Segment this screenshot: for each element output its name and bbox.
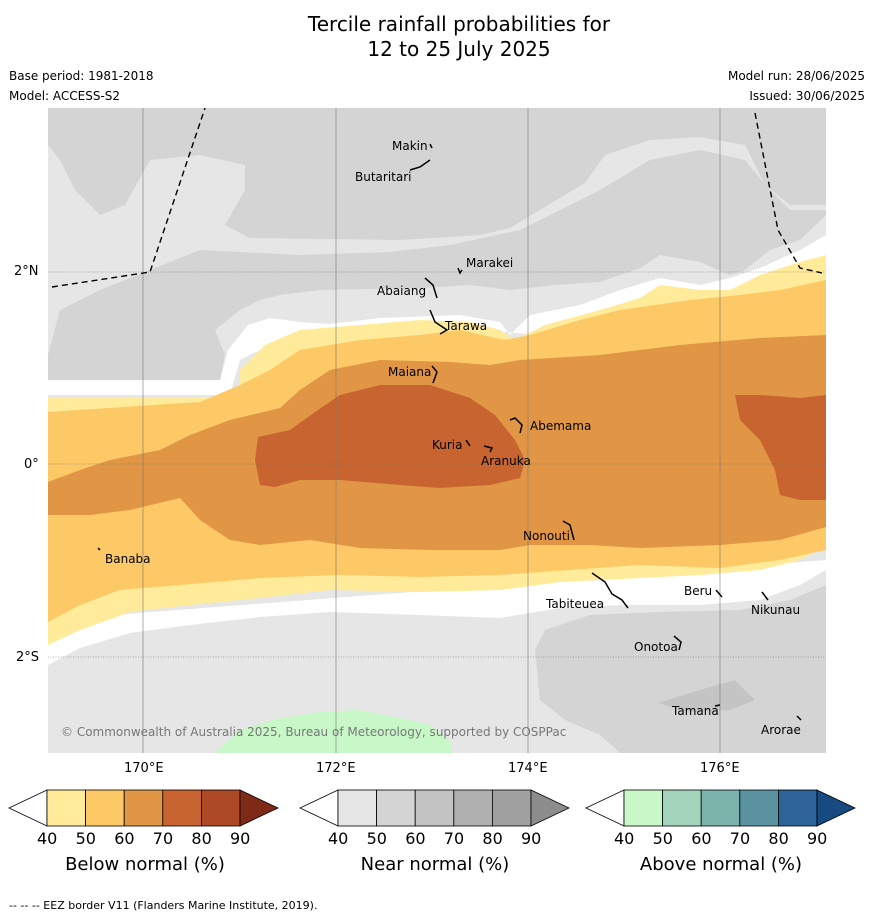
- above-normal-region: [215, 710, 452, 753]
- colorbar-swatch: [491, 789, 532, 827]
- near-normal-50-north: [48, 108, 826, 240]
- issued-date: Issued: 30/06/2025: [749, 89, 865, 103]
- colorbar-level: 90: [230, 829, 251, 848]
- title-line-2: 12 to 25 July 2025: [367, 37, 551, 61]
- lon-tick: 176°E: [700, 761, 740, 776]
- colorbar-level: 50: [652, 829, 673, 848]
- place-label: Beru: [684, 584, 713, 598]
- model-run: Model run: 28/06/2025: [727, 69, 865, 83]
- place-label: Kuria: [432, 438, 463, 452]
- colorbar-swatch: [739, 789, 779, 827]
- below-normal-70-east: [735, 395, 826, 500]
- gridlines: [142, 108, 721, 753]
- place-label: Nonouti: [523, 529, 570, 543]
- colorbar-swatch: [85, 789, 125, 827]
- colorbar-swatch: [337, 789, 377, 827]
- colorbar-below-normal: [8, 789, 279, 827]
- colorbar-level: 70: [729, 829, 751, 848]
- colorbar-swatch: [662, 789, 702, 827]
- lon-tick: 170°E: [124, 761, 164, 776]
- place-label: Marakei: [466, 256, 514, 270]
- lat-tick: 2°S: [16, 650, 40, 665]
- map-title: Tercile rainfall probabilities for 12 to…: [0, 12, 873, 62]
- place-label: Tabiteuea: [546, 597, 605, 611]
- colorbar-level: 70: [443, 829, 465, 848]
- colorbar-level: 80: [768, 829, 789, 848]
- colorbar-level: 50: [75, 829, 96, 848]
- near-normal-60-south: [658, 680, 755, 712]
- colorbar-level: 60: [691, 829, 712, 848]
- place-label: Aranuka: [481, 454, 531, 468]
- near-normal-50-band: [48, 150, 826, 380]
- colorbar-level: 60: [405, 829, 426, 848]
- colorbar-swatch: [700, 789, 741, 827]
- place-label: Tarawa: [445, 319, 488, 333]
- lat-tick: 0°: [24, 457, 39, 472]
- colorbar-near-normal: [299, 789, 570, 827]
- colorbar-swatch: [623, 789, 663, 827]
- model-name: Model: ACCESS-S2: [9, 89, 121, 103]
- base-period: Base period: 1981-2018: [9, 69, 154, 83]
- colorbar-extend-low: [585, 789, 625, 827]
- colorbar-swatch: [376, 789, 416, 827]
- colorbars: [8, 789, 856, 827]
- place-label: Maiana: [388, 365, 432, 379]
- place-label: Abaiang: [377, 284, 427, 298]
- place-label: Onotoa: [634, 640, 678, 654]
- colorbar-level: 40: [614, 829, 635, 848]
- colorbar-swatch: [453, 789, 493, 827]
- colorbar-level: 80: [482, 829, 503, 848]
- place-label: Abemama: [530, 419, 592, 433]
- place-label: Tamana: [672, 704, 719, 718]
- colorbar-title-below: Below normal (%): [65, 854, 225, 875]
- low-probability-gap-north: [48, 235, 826, 395]
- place-label: Nikunau: [751, 603, 801, 617]
- eez-footnote: -- -- -- EEZ border V11 (Flanders Marine…: [9, 899, 318, 912]
- meta-left: Base period: 1981-2018 Model: ACCESS-S2: [9, 66, 154, 106]
- colorbar-above-normal: [585, 789, 856, 827]
- colorbar-level: 50: [366, 829, 387, 848]
- colorbar-swatch: [46, 789, 86, 827]
- colorbar-extend-high: [530, 789, 570, 827]
- colorbar-swatch: [200, 789, 241, 827]
- lat-tick: 2°N: [14, 264, 39, 279]
- place-label: Butaritari: [355, 170, 412, 184]
- colorbar-level: 60: [114, 829, 135, 848]
- colorbar-extend-high: [816, 789, 856, 827]
- lon-tick: 172°E: [316, 761, 356, 776]
- colorbar-level: 90: [521, 829, 542, 848]
- colorbar-swatch: [414, 789, 455, 827]
- colorbar-extend-low: [8, 789, 48, 827]
- low-probability-gap: [48, 560, 826, 665]
- eez-border: [51, 108, 823, 288]
- colorbar-swatch: [162, 789, 202, 827]
- colorbar-level: 40: [37, 829, 58, 848]
- copyright-notice: © Commonwealth of Australia 2025, Bureau…: [61, 725, 567, 739]
- colorbar-level: 40: [328, 829, 349, 848]
- colorbar-level: 80: [191, 829, 212, 848]
- title-line-1: Tercile rainfall probabilities for: [307, 12, 611, 36]
- lat-gridlines: [48, 271, 826, 658]
- colorbar-title-near: Near normal (%): [360, 854, 510, 875]
- islands: [97, 143, 802, 721]
- near-normal-50-south: [535, 585, 826, 753]
- place-label: Arorae: [761, 723, 801, 737]
- colorbar-level: 90: [807, 829, 828, 848]
- colorbar-swatch: [778, 789, 818, 827]
- colorbar-swatch: [123, 789, 164, 827]
- below-normal-70-center: [255, 385, 525, 488]
- map-area: [48, 108, 826, 753]
- colorbar-extend-low: [299, 789, 339, 827]
- colorbar-level: 70: [152, 829, 174, 848]
- lon-tick: 174°E: [508, 761, 548, 776]
- meta-right: Model run: 28/06/2025 Issued: 30/06/2025: [728, 66, 865, 106]
- place-label: Banaba: [105, 552, 151, 566]
- colorbar-extend-high: [239, 789, 279, 827]
- colorbar-title-above: Above normal (%): [639, 854, 803, 875]
- place-label: Makin: [392, 139, 428, 153]
